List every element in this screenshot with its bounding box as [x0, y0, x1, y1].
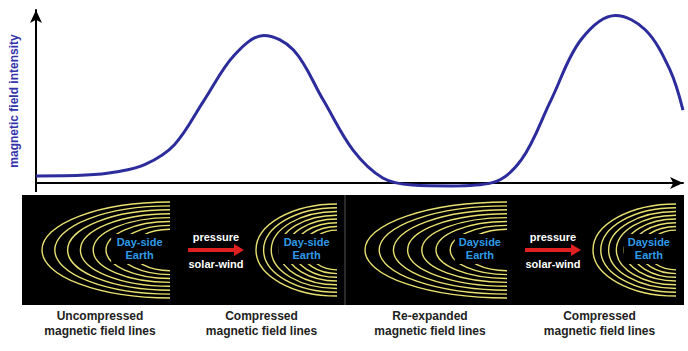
svg-text:solar-wind: solar-wind	[188, 258, 243, 270]
svg-text:Earth: Earth	[293, 249, 321, 261]
svg-text:magnetic field lines: magnetic field lines	[44, 324, 156, 338]
svg-text:pressure: pressure	[193, 231, 239, 243]
svg-text:Earth: Earth	[635, 249, 663, 261]
svg-text:Compressed: Compressed	[225, 309, 298, 323]
svg-text:Dayside: Dayside	[628, 236, 670, 248]
svg-text:Day-side: Day-side	[117, 236, 163, 248]
svg-text:magnetic field intensity: magnetic field intensity	[7, 34, 21, 168]
svg-text:Re-expanded: Re-expanded	[392, 309, 467, 323]
svg-text:pressure: pressure	[530, 231, 576, 243]
svg-text:Dayside: Dayside	[459, 236, 501, 248]
svg-text:solar-wind: solar-wind	[525, 258, 580, 270]
svg-text:magnetic field lines: magnetic field lines	[206, 324, 318, 338]
svg-text:Earth: Earth	[126, 249, 154, 261]
svg-text:Uncompressed: Uncompressed	[57, 309, 144, 323]
svg-text:Day-side: Day-side	[284, 236, 330, 248]
svg-text:Compressed: Compressed	[563, 309, 636, 323]
svg-text:magnetic field lines: magnetic field lines	[544, 324, 656, 338]
svg-text:magnetic field lines: magnetic field lines	[374, 324, 486, 338]
svg-text:Earth: Earth	[466, 249, 494, 261]
